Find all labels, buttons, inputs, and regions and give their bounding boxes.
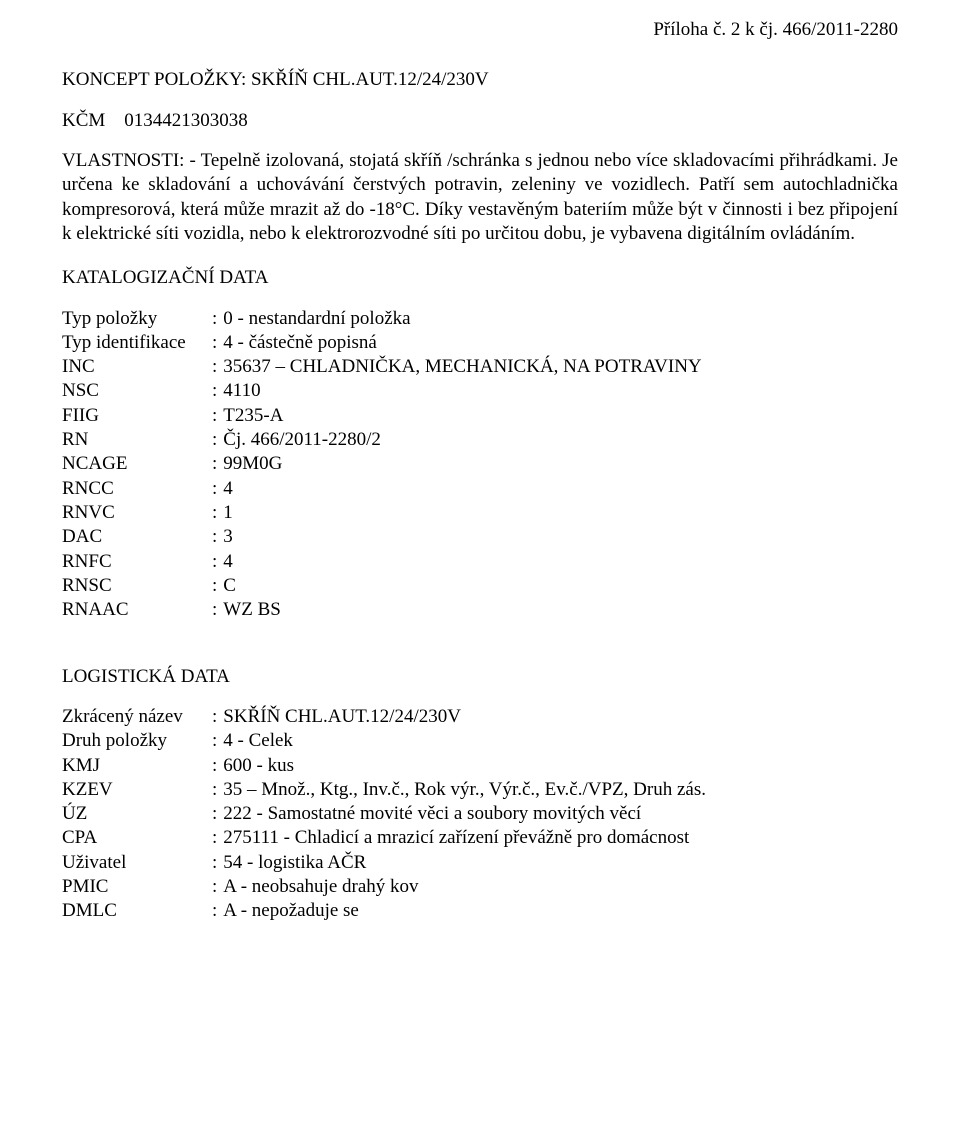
page: Příloha č. 2 k čj. 466/2011-2280 KONCEPT… xyxy=(0,0,960,1133)
logist-separator: : xyxy=(212,851,223,875)
katalog-row: RN: Čj. 466/2011-2280/2 xyxy=(62,428,898,452)
logist-value: 275111 - Chladicí a mrazicí zařízení pře… xyxy=(223,826,689,850)
logist-separator: : xyxy=(212,875,223,899)
katalog-row: RNAAC: WZ BS xyxy=(62,598,898,622)
katalog-separator: : xyxy=(212,477,223,501)
katalog-value: 3 xyxy=(223,525,233,549)
katalog-separator: : xyxy=(212,525,223,549)
logist-separator: : xyxy=(212,899,223,923)
katalog-label: Typ položky xyxy=(62,307,212,331)
logist-row: Uživatel: 54 - logistika AČR xyxy=(62,851,898,875)
katalog-label: FIIG xyxy=(62,404,212,428)
logist-separator: : xyxy=(212,705,223,729)
katalog-separator: : xyxy=(212,550,223,574)
katalog-label: RNSC xyxy=(62,574,212,598)
katalog-row: Typ identifikace: 4 - částečně popisná xyxy=(62,331,898,355)
katalog-value: 0 - nestandardní položka xyxy=(223,307,410,331)
katalog-row: NSC: 4110 xyxy=(62,379,898,403)
katalog-separator: : xyxy=(212,452,223,476)
katalog-row: RNFC: 4 xyxy=(62,550,898,574)
katalog-list: Typ položky: 0 - nestandardní položkaTyp… xyxy=(62,307,898,623)
katalog-value: 35637 – CHLADNIČKA, MECHANICKÁ, NA POTRA… xyxy=(223,355,701,379)
katalog-label: RNCC xyxy=(62,477,212,501)
katalog-separator: : xyxy=(212,598,223,622)
katalog-label: INC xyxy=(62,355,212,379)
katalog-separator: : xyxy=(212,404,223,428)
logist-label: Uživatel xyxy=(62,851,212,875)
logist-row: Zkrácený název: SKŘÍŇ CHL.AUT.12/24/230V xyxy=(62,705,898,729)
logist-value: 222 - Samostatné movité věci a soubory m… xyxy=(223,802,641,826)
logist-separator: : xyxy=(212,826,223,850)
katalog-label: RNVC xyxy=(62,501,212,525)
katalog-separator: : xyxy=(212,307,223,331)
logist-value: 35 – Množ., Ktg., Inv.č., Rok výr., Výr.… xyxy=(223,778,706,802)
logist-row: Druh položky: 4 - Celek xyxy=(62,729,898,753)
logist-value: 54 - logistika AČR xyxy=(223,851,366,875)
logist-row: PMIC: A - neobsahuje drahý kov xyxy=(62,875,898,899)
logist-label: ÚZ xyxy=(62,802,212,826)
logist-label: KMJ xyxy=(62,754,212,778)
katalog-value: 4 xyxy=(223,477,233,501)
katalog-value: C xyxy=(223,574,236,598)
katalog-row: RNCC: 4 xyxy=(62,477,898,501)
kcm-line: KČM 0134421303038 xyxy=(62,109,898,133)
katalog-row: RNVC: 1 xyxy=(62,501,898,525)
katalog-value: T235-A xyxy=(223,404,283,428)
logist-row: KMJ: 600 - kus xyxy=(62,754,898,778)
logist-value: A - nepožaduje se xyxy=(223,899,359,923)
logist-row: ÚZ: 222 - Samostatné movité věci a soubo… xyxy=(62,802,898,826)
logist-value: 4 - Celek xyxy=(223,729,293,753)
logist-value: SKŘÍŇ CHL.AUT.12/24/230V xyxy=(223,705,461,729)
katalog-label: DAC xyxy=(62,525,212,549)
logist-label: KZEV xyxy=(62,778,212,802)
logist-row: DMLC: A - nepožaduje se xyxy=(62,899,898,923)
koncept-line: KONCEPT POLOŽKY: SKŘÍŇ CHL.AUT.12/24/230… xyxy=(62,68,898,92)
logist-heading: LOGISTICKÁ DATA xyxy=(62,665,898,689)
katalog-value: 4110 xyxy=(223,379,260,403)
katalog-separator: : xyxy=(212,428,223,452)
logist-separator: : xyxy=(212,778,223,802)
katalog-label: RN xyxy=(62,428,212,452)
katalog-label: NSC xyxy=(62,379,212,403)
katalog-row: FIIG: T235-A xyxy=(62,404,898,428)
logist-value: A - neobsahuje drahý kov xyxy=(223,875,418,899)
katalog-value: 4 - částečně popisná xyxy=(223,331,377,355)
logist-label: Zkrácený název xyxy=(62,705,212,729)
katalog-label: NCAGE xyxy=(62,452,212,476)
logist-label: DMLC xyxy=(62,899,212,923)
katalog-separator: : xyxy=(212,501,223,525)
katalog-separator: : xyxy=(212,379,223,403)
katalog-value: 1 xyxy=(223,501,233,525)
katalog-value: Čj. 466/2011-2280/2 xyxy=(223,428,381,452)
katalog-separator: : xyxy=(212,355,223,379)
logist-label: PMIC xyxy=(62,875,212,899)
logist-list: Zkrácený název: SKŘÍŇ CHL.AUT.12/24/230V… xyxy=(62,705,898,924)
logist-separator: : xyxy=(212,802,223,826)
katalog-row: INC: 35637 – CHLADNIČKA, MECHANICKÁ, NA … xyxy=(62,355,898,379)
katalog-label: Typ identifikace xyxy=(62,331,212,355)
logist-row: KZEV: 35 – Množ., Ktg., Inv.č., Rok výr.… xyxy=(62,778,898,802)
katalog-heading: KATALOGIZAČNÍ DATA xyxy=(62,266,898,290)
logist-label: CPA xyxy=(62,826,212,850)
katalog-row: RNSC: C xyxy=(62,574,898,598)
katalog-separator: : xyxy=(212,331,223,355)
logist-separator: : xyxy=(212,729,223,753)
logist-value: 600 - kus xyxy=(223,754,294,778)
vlastnosti-paragraph: VLASTNOSTI: - Tepelně izolovaná, stojatá… xyxy=(62,149,898,246)
logist-separator: : xyxy=(212,754,223,778)
katalog-value: WZ BS xyxy=(223,598,281,622)
katalog-row: NCAGE: 99M0G xyxy=(62,452,898,476)
katalog-label: RNAAC xyxy=(62,598,212,622)
katalog-row: Typ položky: 0 - nestandardní položka xyxy=(62,307,898,331)
header-right: Příloha č. 2 k čj. 466/2011-2280 xyxy=(62,18,898,42)
katalog-value: 4 xyxy=(223,550,233,574)
logist-label: Druh položky xyxy=(62,729,212,753)
katalog-label: RNFC xyxy=(62,550,212,574)
katalog-row: DAC: 3 xyxy=(62,525,898,549)
katalog-value: 99M0G xyxy=(223,452,282,476)
katalog-separator: : xyxy=(212,574,223,598)
logist-row: CPA: 275111 - Chladicí a mrazicí zařízen… xyxy=(62,826,898,850)
